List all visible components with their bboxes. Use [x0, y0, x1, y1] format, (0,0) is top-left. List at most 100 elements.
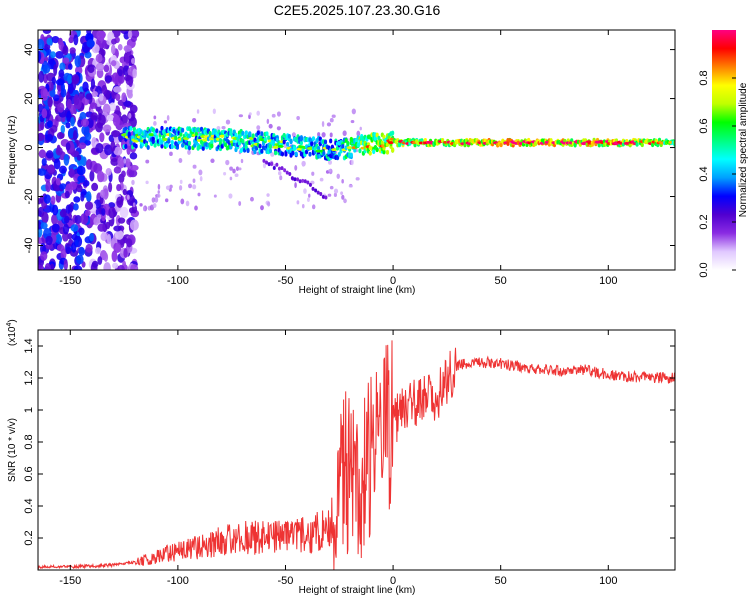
heatmap-cell [201, 138, 208, 142]
heatmap-cell [153, 142, 157, 148]
spectrogram-x-axis: -150 -100 -50 0 50 100 [59, 30, 617, 287]
heatmap-cell [81, 125, 90, 136]
heatmap-cell [112, 114, 121, 127]
heatmap-cell [73, 94, 80, 106]
heatmap-cell [285, 170, 289, 175]
heatmap-cell [65, 122, 71, 129]
heatmap-cell [640, 142, 644, 148]
spectrogram-x-tick-label: 50 [495, 275, 507, 287]
heatmap-cell [316, 190, 320, 195]
heatmap-cell [329, 185, 334, 190]
heatmap-cell [59, 183, 67, 190]
heatmap-cell [174, 135, 178, 141]
heatmap-cell [70, 116, 75, 127]
heatmap-cell [63, 153, 70, 166]
heatmap-cell [151, 136, 155, 142]
heatmap-cell [337, 151, 341, 157]
heatmap-cell [273, 150, 278, 156]
colorbar-tick-label: 0.0 [698, 262, 710, 277]
snr-x-tick-label: 100 [599, 575, 617, 587]
heatmap-cell [296, 115, 300, 121]
heatmap-cell [319, 177, 324, 182]
heatmap-cell [65, 246, 72, 255]
heatmap-cell [301, 161, 305, 167]
spectrogram-frame [37, 29, 676, 271]
heatmap-cell [232, 129, 236, 135]
heatmap-cell [192, 117, 197, 123]
heatmap-cell [277, 144, 284, 148]
heatmap-cell [163, 120, 168, 124]
heatmap-cell [329, 132, 333, 138]
heatmap-cell [106, 114, 115, 122]
heatmap-cell [308, 182, 312, 187]
heatmap-cell [76, 154, 82, 161]
heatmap-cell [94, 247, 102, 255]
heatmap-cell [127, 165, 132, 169]
heatmap-cell [59, 62, 66, 71]
heatmap-cell [286, 141, 290, 147]
heatmap-cell [113, 225, 122, 232]
heatmap-cell [38, 50, 42, 63]
heatmap-cell [106, 233, 112, 245]
spectrogram-x-tick-label: 100 [599, 275, 617, 287]
heatmap-cell [333, 192, 337, 197]
heatmap-cell [181, 143, 185, 148]
heatmap-cell [84, 51, 92, 59]
spectrogram-y-tick-label: 20 [23, 92, 35, 104]
heatmap-cell [78, 227, 85, 236]
heatmap-cell [349, 152, 353, 158]
heatmap-cell [187, 149, 191, 155]
heatmap-cell [129, 152, 138, 160]
heatmap-cell [123, 158, 127, 164]
heatmap-cell [271, 113, 276, 118]
colorbar-gradient [712, 30, 736, 270]
heatmap-cell [280, 166, 284, 171]
heatmap-cell [375, 132, 379, 138]
heatmap-cell [331, 114, 336, 118]
heatmap-cell [95, 53, 103, 63]
heatmap-cell [165, 185, 171, 191]
heatmap-cell [157, 183, 161, 190]
heatmap-cell [356, 130, 361, 137]
heatmap-cell [241, 138, 245, 144]
heatmap-cell [206, 136, 211, 142]
heatmap-cell [216, 125, 221, 131]
heatmap-cell [105, 167, 112, 176]
heatmap-cell [110, 140, 116, 152]
heatmap-cell [110, 157, 119, 166]
heatmap-cell [38, 132, 45, 142]
heatmap-cell [212, 108, 216, 115]
heatmap-cell [111, 72, 120, 83]
heatmap-cell [162, 137, 169, 141]
snr-frame [37, 329, 676, 571]
heatmap-cell [248, 112, 252, 116]
heatmap-cell [103, 64, 110, 73]
heatmap-cell [45, 180, 51, 193]
heatmap-cell [129, 219, 139, 231]
heatmap-cell [328, 168, 332, 173]
heatmap-cell [268, 148, 273, 154]
heatmap-cell [46, 48, 52, 56]
heatmap-cell [181, 127, 185, 133]
heatmap-cell [153, 115, 157, 120]
heatmap-cell [40, 222, 48, 230]
heatmap-cell [260, 205, 264, 211]
heatmap-cell [64, 215, 70, 224]
heatmap-cell [104, 75, 113, 83]
heatmap-cell [65, 204, 71, 214]
heatmap-cell [192, 164, 197, 169]
heatmap-cell [346, 141, 350, 146]
heatmap-cell [351, 108, 356, 115]
heatmap-cell [229, 166, 233, 171]
heatmap-cell [229, 144, 233, 150]
heatmap-cell [270, 152, 275, 157]
heatmap-cell [303, 179, 307, 184]
heatmap-cell [597, 143, 601, 148]
heatmap-cell [73, 265, 83, 270]
heatmap-cell [70, 224, 79, 232]
heatmap-cell [635, 142, 639, 147]
heatmap-cell [126, 145, 131, 155]
heatmap-cell [329, 138, 333, 144]
heatmap-cell [355, 177, 360, 181]
heatmap-cell [38, 149, 47, 159]
